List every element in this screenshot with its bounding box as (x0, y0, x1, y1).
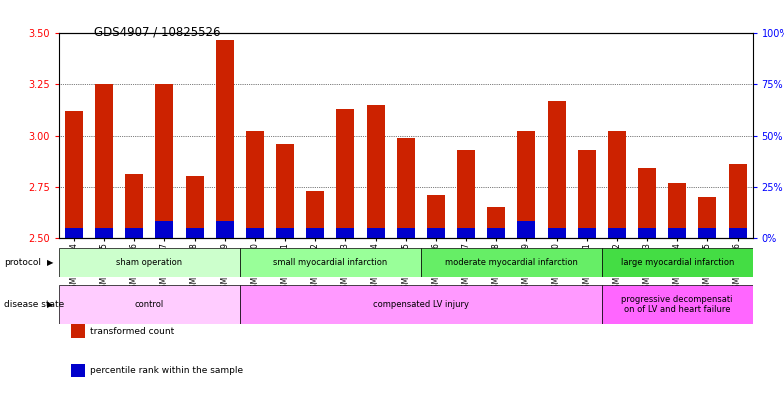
Text: progressive decompensati
on of LV and heart failure: progressive decompensati on of LV and he… (622, 295, 733, 314)
Bar (240, 248, 421, 277)
Bar (95, 84, 113, 238)
Text: percentile rank within the sample: percentile rank within the sample (90, 366, 243, 375)
Bar (59, 285, 240, 324)
Bar (276, 228, 294, 238)
Bar (602, 285, 753, 324)
Bar (547, 228, 565, 238)
Bar (307, 228, 325, 238)
Bar (397, 138, 415, 238)
Bar (728, 164, 746, 238)
Bar (95, 228, 113, 238)
Bar (608, 228, 626, 238)
Bar (638, 228, 656, 238)
Bar (246, 132, 264, 238)
Text: large myocardial infarction: large myocardial infarction (620, 258, 734, 267)
Bar (155, 221, 173, 238)
Bar (397, 228, 415, 238)
Bar (578, 150, 596, 238)
Bar (457, 150, 475, 238)
Bar (155, 84, 173, 238)
Text: transformed count: transformed count (90, 327, 174, 336)
Bar (547, 101, 565, 238)
Bar (125, 228, 143, 238)
Bar (246, 228, 264, 238)
Bar (457, 228, 475, 238)
Bar (668, 183, 686, 238)
Bar (426, 228, 445, 238)
Bar (186, 176, 204, 238)
Bar (65, 228, 83, 238)
Bar (668, 228, 686, 238)
Text: disease state: disease state (4, 300, 64, 309)
Bar (125, 174, 143, 238)
Text: sham operation: sham operation (116, 258, 183, 267)
Bar (276, 144, 294, 238)
Bar (699, 197, 717, 238)
Bar (65, 111, 83, 238)
Bar (487, 207, 505, 238)
Bar (216, 40, 234, 238)
Bar (216, 221, 234, 238)
Bar (426, 195, 445, 238)
Bar (608, 132, 626, 238)
Text: ▶: ▶ (47, 300, 53, 309)
Bar (366, 105, 385, 238)
Bar (517, 132, 535, 238)
Text: GDS4907 / 10825526: GDS4907 / 10825526 (94, 26, 220, 39)
Bar (336, 109, 354, 238)
Bar (638, 168, 656, 238)
Bar (307, 191, 325, 238)
Bar (699, 228, 717, 238)
Text: compensated LV injury: compensated LV injury (373, 300, 469, 309)
Bar (336, 228, 354, 238)
Bar (517, 221, 535, 238)
Bar (421, 248, 602, 277)
Bar (728, 228, 746, 238)
Text: control: control (135, 300, 164, 309)
Bar (487, 228, 505, 238)
Bar (578, 228, 596, 238)
Text: protocol: protocol (4, 258, 41, 267)
Bar (186, 228, 204, 238)
Text: ▶: ▶ (47, 258, 53, 267)
Bar (602, 248, 753, 277)
Bar (59, 248, 240, 277)
Text: small myocardial infarction: small myocardial infarction (273, 258, 387, 267)
Bar (366, 228, 385, 238)
Bar (240, 285, 602, 324)
Text: moderate myocardial infarction: moderate myocardial infarction (445, 258, 578, 267)
